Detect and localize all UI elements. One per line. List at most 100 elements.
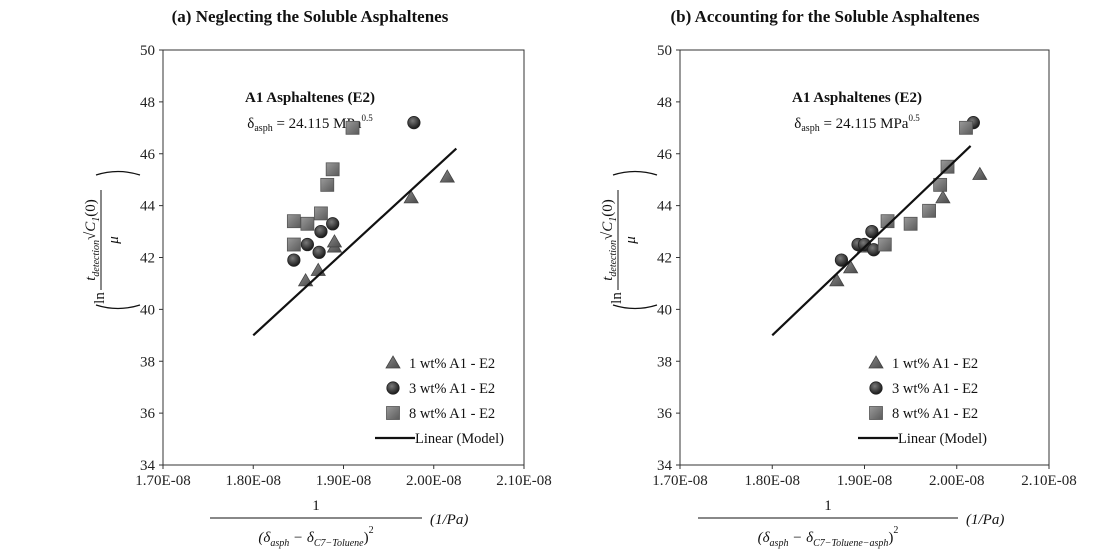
legend-swatch [869, 381, 883, 395]
data-point [959, 120, 973, 135]
x-tick-label: 2.00E-08 [929, 473, 984, 489]
delta-value: = 24.115 MPa [820, 116, 909, 132]
delta-symbol: δ [794, 116, 801, 132]
data-point [972, 166, 988, 180]
delta-value: = 24.115 MPa [273, 116, 362, 132]
data-point [880, 214, 895, 229]
annotation-delta: δasph = 24.115 MPa0.5 [794, 113, 920, 134]
ylabel-paren-left [95, 304, 141, 310]
x-tick-label: 1.80E-08 [745, 473, 800, 489]
data-point [877, 237, 892, 252]
ylabel-paren-left [612, 304, 658, 310]
legend-swatch [868, 355, 884, 369]
data-point [935, 190, 951, 204]
xlabel-denominator: (δasph − δC7−Toluene)2 [258, 525, 373, 549]
legend-swatch [386, 406, 400, 420]
ylabel-sqrt: √ [83, 231, 99, 240]
xlabel-unit: (1/Pa) [966, 512, 1004, 528]
data-point [865, 224, 879, 239]
ylabel-c-sub: 1 [91, 217, 102, 222]
y-tick-label: 34 [657, 458, 673, 474]
ylabel-t: t [83, 276, 99, 281]
data-point [345, 120, 360, 135]
y-tick-label: 40 [657, 302, 672, 318]
data-point [286, 237, 301, 252]
y-axis-label: ln tdetection√C1(0) μ [600, 170, 658, 310]
x-tick-label: 2.10E-08 [496, 473, 551, 489]
x-tick-label: 1.70E-08 [135, 473, 190, 489]
annotation-title: A1 Asphaltenes (E2) [245, 90, 375, 106]
x-axis: 1.70E-08 1.80E-08 1.90E-08 2.00E-08 2.10E-08 [135, 465, 552, 489]
y-tick-label: 42 [140, 251, 155, 267]
ylabel-c: C [83, 221, 99, 232]
delta-sub: asph [801, 123, 819, 134]
data-point [403, 190, 419, 204]
xlabel-sub2: C7−Toluene−asph [813, 538, 888, 549]
plot-area [679, 49, 1050, 466]
ylabel-paren-right [612, 170, 658, 176]
annotation: A1 Asphaltenes (E2) δasph = 24.115 MPa0.… [792, 90, 922, 134]
y-tick-label: 44 [140, 199, 156, 215]
series-layer [252, 116, 458, 337]
xlabel-close: ) [364, 530, 369, 546]
xlabel-numerator: 1 [824, 498, 832, 514]
x-tick-label: 1.70E-08 [652, 473, 707, 489]
y-tick-label: 38 [140, 354, 155, 370]
model-line [771, 145, 972, 337]
series-circle [287, 116, 421, 267]
ylabel-c-arg: (0) [83, 199, 99, 217]
chart-title: (b) Accounting for the Soluble Asphalten… [670, 7, 979, 26]
xlabel-sub1: asph [270, 538, 289, 549]
legend-label: 3 wt% A1 - E2 [409, 381, 495, 397]
annotation-delta: δasph = 24.115 MPa0.5 [247, 113, 373, 134]
xlabel-denominator: (δasph − δC7−Toluene−asph)2 [758, 525, 899, 549]
x-tick-label: 2.10E-08 [1021, 473, 1076, 489]
x-tick-label: 2.00E-08 [406, 473, 461, 489]
x-tick-label: 1.90E-08 [316, 473, 371, 489]
y-axis: 34 36 38 40 42 44 46 48 50 [657, 43, 680, 474]
delta-symbol: δ [247, 116, 254, 132]
legend-label: Linear (Model) [898, 431, 987, 447]
data-point [439, 169, 455, 183]
legend-label: 8 wt% A1 - E2 [892, 406, 978, 422]
legend-swatch [869, 406, 883, 420]
series-circle [834, 116, 980, 267]
legend-label: Linear (Model) [415, 431, 504, 447]
data-point [922, 203, 936, 218]
plot-area [162, 49, 525, 466]
y-tick-label: 50 [140, 43, 155, 59]
ylabel-paren-right [95, 170, 141, 176]
y-tick-label: 44 [657, 199, 673, 215]
xlabel-open: (δ [258, 530, 271, 546]
y-tick-label: 50 [657, 43, 672, 59]
data-point [326, 217, 340, 231]
ylabel-t: t [600, 276, 616, 281]
y-tick-label: 42 [657, 251, 672, 267]
data-point [286, 214, 301, 229]
annotation: A1 Asphaltenes (E2) δasph = 24.115 MPa0.… [245, 90, 375, 134]
x-axis-label: 1 (δasph − δC7−Toluene)2 (1/Pa) [210, 498, 468, 549]
data-point [300, 237, 314, 252]
series-square [286, 120, 360, 252]
legend-label: 1 wt% A1 - E2 [892, 356, 978, 372]
legend-swatch [385, 355, 401, 369]
x-tick-label: 1.90E-08 [837, 473, 892, 489]
y-tick-label: 46 [657, 147, 673, 163]
legend-swatch [386, 381, 400, 395]
y-tick-label: 46 [140, 147, 156, 163]
x-axis-label: 1 (δasph − δC7−Toluene−asph)2 (1/Pa) [698, 498, 1004, 549]
ylabel-denominator: μ [623, 236, 639, 245]
y-tick-label: 38 [657, 354, 672, 370]
delta-sub: asph [254, 123, 272, 134]
data-point [314, 224, 328, 239]
legend: 1 wt% A1 - E2 3 wt% A1 - E2 8 wt% A1 - E2 L… [375, 355, 504, 447]
y-axis-label: ln tdetection√C1(0) μ [83, 170, 141, 310]
delta-sup: 0.5 [361, 113, 373, 123]
chart-panel-b: (b) Accounting for the Soluble Asphalten… [600, 7, 1077, 549]
data-point [314, 206, 328, 221]
ylabel-c-sub: 1 [608, 217, 619, 222]
delta-sup: 0.5 [908, 113, 920, 123]
ylabel-prefix: ln [92, 292, 108, 304]
legend-label: 1 wt% A1 - E2 [409, 356, 495, 372]
